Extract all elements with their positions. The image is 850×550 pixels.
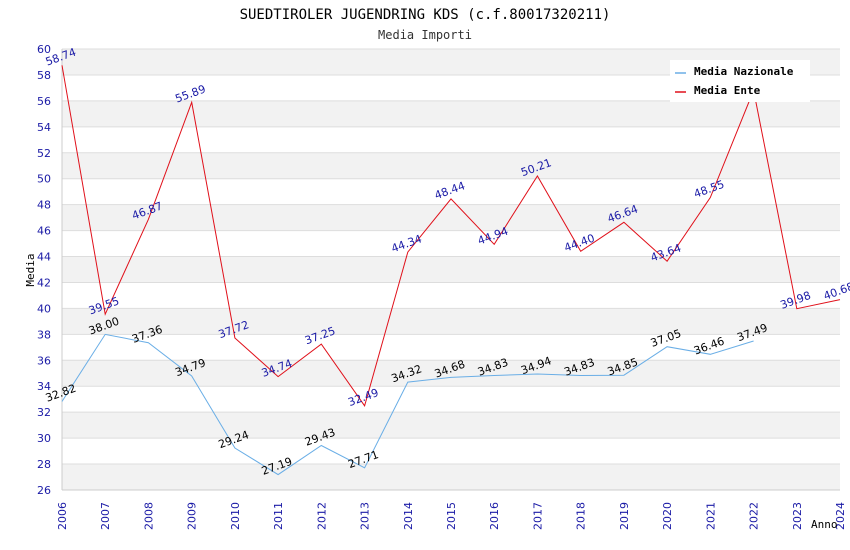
- x-tick-label: 2008: [142, 502, 155, 530]
- data-label-media-ente: 44.40: [562, 232, 596, 255]
- data-label-media-ente: 48.55: [692, 178, 726, 201]
- y-axis-label: Media: [24, 253, 37, 286]
- series-line-media-ente: [61, 65, 841, 407]
- chart-subtitle: Media Importi: [378, 28, 472, 42]
- y-tick-label: 40: [37, 302, 51, 315]
- x-tick-label: 2018: [575, 502, 588, 530]
- x-tick-label: 2014: [402, 502, 415, 530]
- grid-band: [62, 360, 840, 387]
- y-tick-label: 28: [37, 458, 51, 471]
- x-axis-label: Anno: [811, 518, 838, 531]
- legend-label-media-nazionale: Media Nazionale: [694, 65, 794, 78]
- x-tick-label: 2007: [99, 502, 112, 530]
- y-tick-label: 44: [37, 251, 51, 264]
- grid-band: [62, 308, 840, 335]
- series-line-media-nazionale: [61, 333, 754, 476]
- y-tick-label: 30: [37, 432, 51, 445]
- grid-band: [62, 100, 840, 127]
- x-tick-label: 2006: [56, 502, 69, 530]
- x-tick-label: 2011: [272, 502, 285, 530]
- y-tick-label: 50: [37, 173, 51, 186]
- y-tick-label: 42: [37, 276, 51, 289]
- y-tick-label: 26: [37, 484, 51, 497]
- data-label-media-ente: 48.44: [433, 179, 467, 202]
- y-tick-label: 32: [37, 406, 51, 419]
- x-axis-ticks: 2006 2007 2008 2009 2010 2011 2012 2013 2014 2015…: [56, 502, 847, 530]
- y-tick-label: 54: [37, 121, 51, 134]
- grid-bands: [62, 49, 840, 490]
- x-tick-label: 2019: [618, 502, 631, 530]
- series-lines: [61, 65, 841, 476]
- x-tick-label: 2012: [315, 502, 328, 530]
- x-tick-label: 2015: [445, 502, 458, 530]
- x-tick-label: 2020: [661, 502, 674, 530]
- y-tick-label: 34: [37, 380, 51, 393]
- x-tick-label: 2023: [791, 502, 804, 530]
- grid-band: [62, 204, 840, 231]
- x-tick-label: 2013: [359, 502, 372, 530]
- y-tick-label: 58: [37, 69, 51, 82]
- data-label-media-ente: 40.68: [822, 280, 850, 303]
- legend: Media Nazionale Media Ente: [670, 60, 810, 102]
- data-label-media-ente: 44.34: [390, 232, 424, 255]
- legend-background: [670, 60, 810, 102]
- grid-band: [62, 152, 840, 179]
- grid-band: [62, 412, 840, 439]
- x-tick-label: 2017: [531, 502, 544, 530]
- x-tick-label: 2010: [229, 502, 242, 530]
- legend-label-media-ente: Media Ente: [694, 84, 761, 97]
- grid-band: [62, 464, 840, 490]
- y-tick-label: 46: [37, 225, 51, 238]
- x-tick-label: 2024: [834, 502, 847, 530]
- x-tick-label: 2021: [704, 502, 717, 530]
- y-tick-label: 56: [37, 95, 51, 108]
- y-axis-ticks: 26 28 30 32 34 36 38 40 42 44 46 48 50 52 54 56 58 60: [37, 43, 51, 497]
- data-label-media-ente: 32.49: [346, 386, 380, 409]
- x-tick-label: 2009: [186, 502, 199, 530]
- chart-title: SUEDTIROLER JUGENDRING KDS (c.f.80017320…: [240, 7, 611, 23]
- y-tick-label: 52: [37, 147, 51, 160]
- y-tick-label: 48: [37, 199, 51, 212]
- x-tick-label: 2022: [748, 502, 761, 530]
- y-tick-label: 38: [37, 328, 51, 341]
- y-tick-label: 60: [37, 43, 51, 56]
- grid-band: [62, 256, 840, 283]
- y-tick-label: 36: [37, 354, 51, 367]
- x-tick-label: 2016: [488, 502, 501, 530]
